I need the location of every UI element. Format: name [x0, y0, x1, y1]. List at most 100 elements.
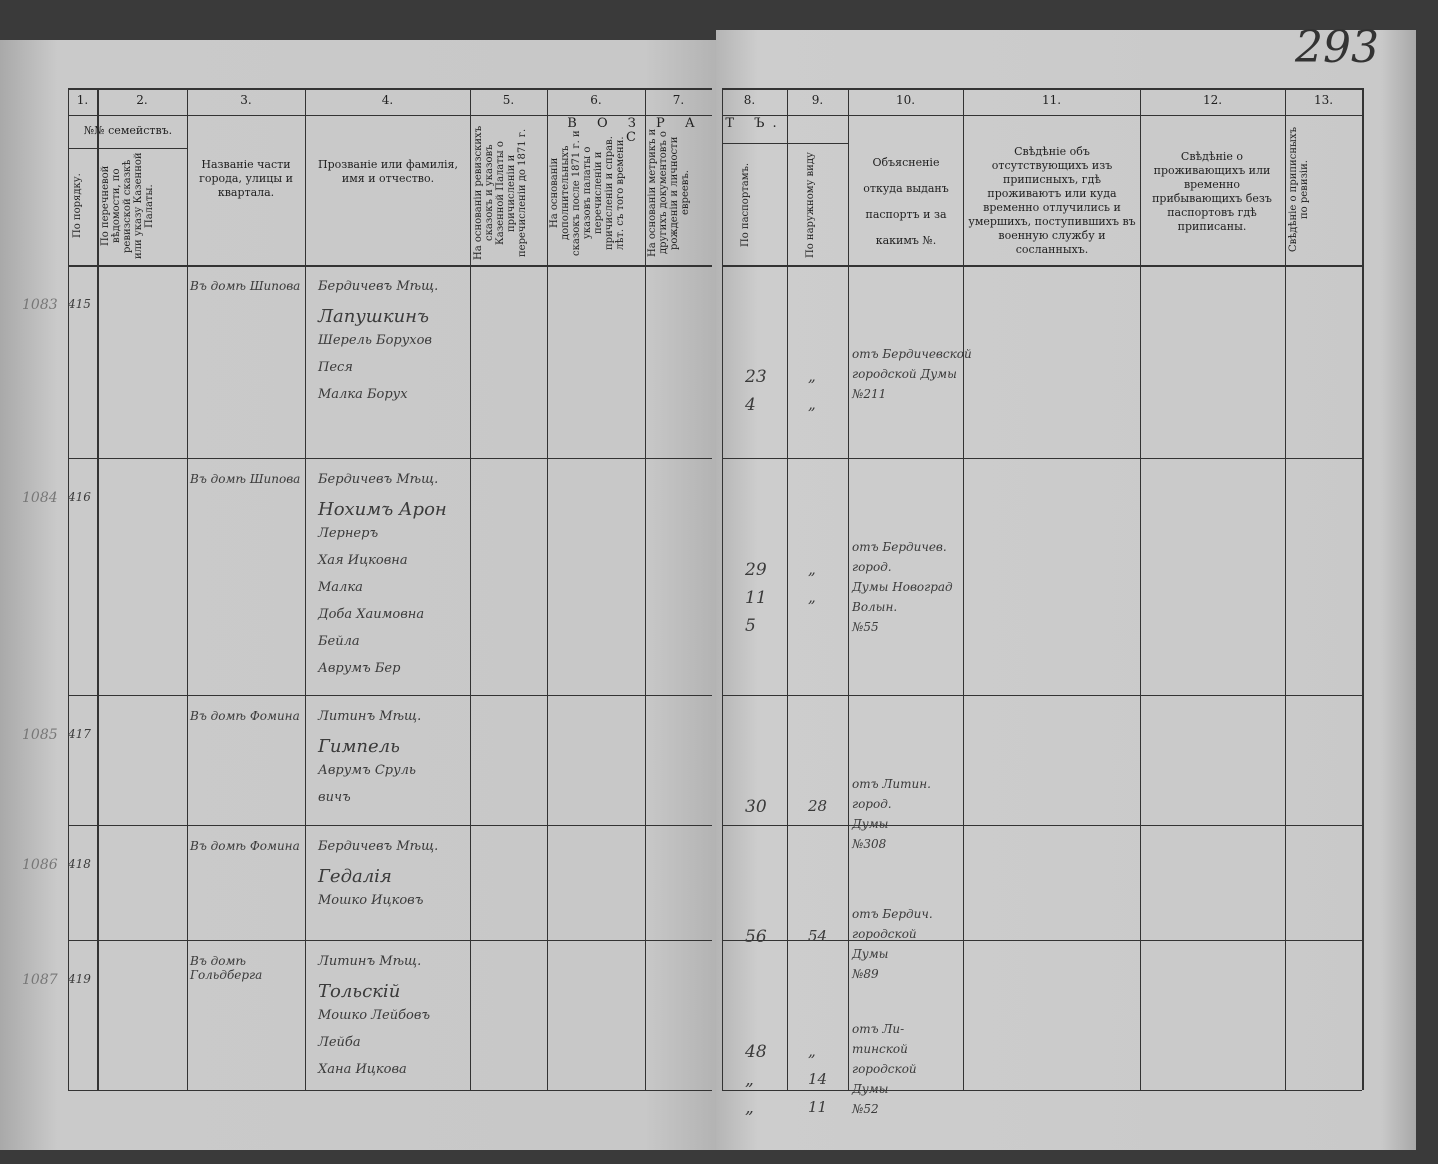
row-number: 417: [68, 727, 91, 741]
table-hline: [68, 115, 712, 116]
street: Въ домѣ Шипова: [190, 472, 301, 486]
table-hline: [722, 88, 1362, 90]
street: Въ домѣ Гольдберга: [190, 954, 263, 982]
table-hline: [722, 265, 1362, 267]
column-number: 2.: [136, 93, 148, 107]
table-hline: [722, 940, 1362, 941]
passport-note: городской Думы: [852, 367, 957, 381]
person-name: Хая Ицковна: [318, 553, 408, 568]
header-col13: Свѣдѣніе о приписныхъ по ревизіи.: [1288, 127, 1310, 253]
person-name: Лернеръ: [318, 526, 379, 541]
header-col5: На основаніи ревизскихъ сказокъ и указов…: [473, 125, 528, 261]
table-hline: [68, 458, 712, 459]
column-number: 5.: [502, 93, 515, 107]
table-hline: [68, 825, 712, 826]
age-by-passport: 11: [745, 588, 767, 608]
age-by-passport: „: [745, 1098, 754, 1118]
table-vline: [722, 88, 723, 1090]
person-name: Аврумъ Сруль: [318, 763, 417, 778]
column-number: 4.: [381, 93, 394, 107]
header-col7: На основаніи метрикъ и другихъ документо…: [647, 128, 691, 258]
passport-note: городской: [852, 927, 917, 941]
age-header: Т Ъ.: [725, 116, 785, 131]
table-vline: [305, 88, 306, 1090]
margin-number: 1083: [22, 297, 58, 313]
table-vline: [470, 88, 471, 1090]
left-page: [0, 40, 716, 1150]
column-number: 10.: [895, 93, 916, 107]
margin-number: 1087: [22, 972, 58, 988]
table-hline: [722, 825, 1362, 826]
passport-note: отъ Бердичевской: [852, 347, 972, 361]
passport-note: город.: [852, 797, 892, 811]
column-number: 12.: [1202, 93, 1223, 107]
person-name: Тольскій: [318, 981, 401, 1002]
street: Въ домѣ Фомина: [190, 709, 300, 723]
row-number: 419: [68, 972, 91, 986]
table-hline: [68, 148, 187, 149]
age-by-appearance: „: [808, 1042, 816, 1060]
table-vline: [1285, 88, 1286, 1090]
person-name: Шерель Борухов: [318, 333, 432, 348]
passport-note: Думы: [852, 947, 889, 961]
age-by-passport: 23: [745, 367, 767, 387]
person-name: Бердичевъ Мѣщ.: [318, 279, 439, 294]
age-by-appearance: „: [808, 560, 816, 578]
age-by-appearance: „: [808, 367, 816, 385]
margin-number: 1084: [22, 490, 58, 506]
age-by-appearance: 28: [808, 797, 828, 815]
table-vline: [1140, 88, 1141, 1090]
person-name: Мошко Лейбовъ: [318, 1008, 431, 1023]
age-by-appearance: 14: [808, 1070, 828, 1088]
header-col8: По паспортамъ.: [740, 162, 751, 248]
table-hline: [722, 1090, 1362, 1091]
person-name: Лапушкинъ: [318, 306, 430, 327]
margin-number: 1086: [22, 857, 58, 873]
table-hline: [722, 458, 1362, 459]
header-col12: Свѣдѣніе о проживающихъ или временно при…: [1152, 150, 1272, 233]
column-number: 7.: [672, 93, 685, 107]
table-vline: [645, 88, 646, 1090]
header-col4: Прозваніе или фамилія, имя и отчество.: [317, 158, 458, 185]
age-header: В О З Р А С: [567, 116, 703, 145]
person-name: Бейла: [318, 634, 360, 649]
column-number: 9.: [811, 93, 824, 107]
passport-note: отъ Бердич.: [852, 907, 933, 921]
row-number: 418: [68, 857, 91, 871]
age-by-appearance: „: [808, 588, 816, 606]
age-by-passport: „: [745, 1070, 754, 1090]
age-by-passport: 56: [745, 927, 767, 947]
passport-note: город.: [852, 560, 892, 574]
table-vline: [1362, 88, 1364, 1090]
table-hline: [68, 265, 712, 267]
passport-note: отъ Литин.: [852, 777, 931, 791]
person-name: Песя: [318, 360, 353, 375]
person-name: Литинъ Мѣщ.: [318, 954, 422, 969]
person-name: Бердичевъ Мѣщ.: [318, 472, 439, 487]
passport-note: тинской: [852, 1042, 908, 1056]
column-number: 3.: [240, 93, 252, 107]
column-number: 13.: [1313, 93, 1334, 107]
age-by-passport: 29: [745, 560, 767, 580]
header-col2: По перечневой вѣдомости, по ревизской ск…: [100, 152, 155, 260]
table-vline: [787, 88, 788, 1090]
age-by-appearance: 11: [808, 1098, 828, 1116]
table-hline: [722, 143, 848, 144]
header-col10: Объясненіе откуда выданъ паспортъ и за к…: [863, 156, 949, 247]
age-by-passport: 30: [745, 797, 767, 817]
passport-note: Волын.: [852, 600, 898, 614]
column-number: 1.: [76, 93, 89, 107]
table-vline: [963, 88, 964, 1090]
column-number: 8.: [743, 93, 756, 107]
person-name: Гимпель: [318, 736, 400, 757]
margin-number: 1085: [22, 727, 58, 743]
passport-note: №55: [852, 620, 879, 634]
table-vline: [547, 88, 548, 1090]
right-page: [716, 30, 1416, 1150]
families-header: №№ семействъ.: [83, 124, 173, 137]
passport-note: №211: [852, 387, 887, 401]
header-col1: По порядку.: [72, 173, 83, 239]
age-by-passport: 48: [745, 1042, 767, 1062]
age-by-passport: 4: [745, 395, 756, 415]
passport-note: №308: [852, 837, 887, 851]
